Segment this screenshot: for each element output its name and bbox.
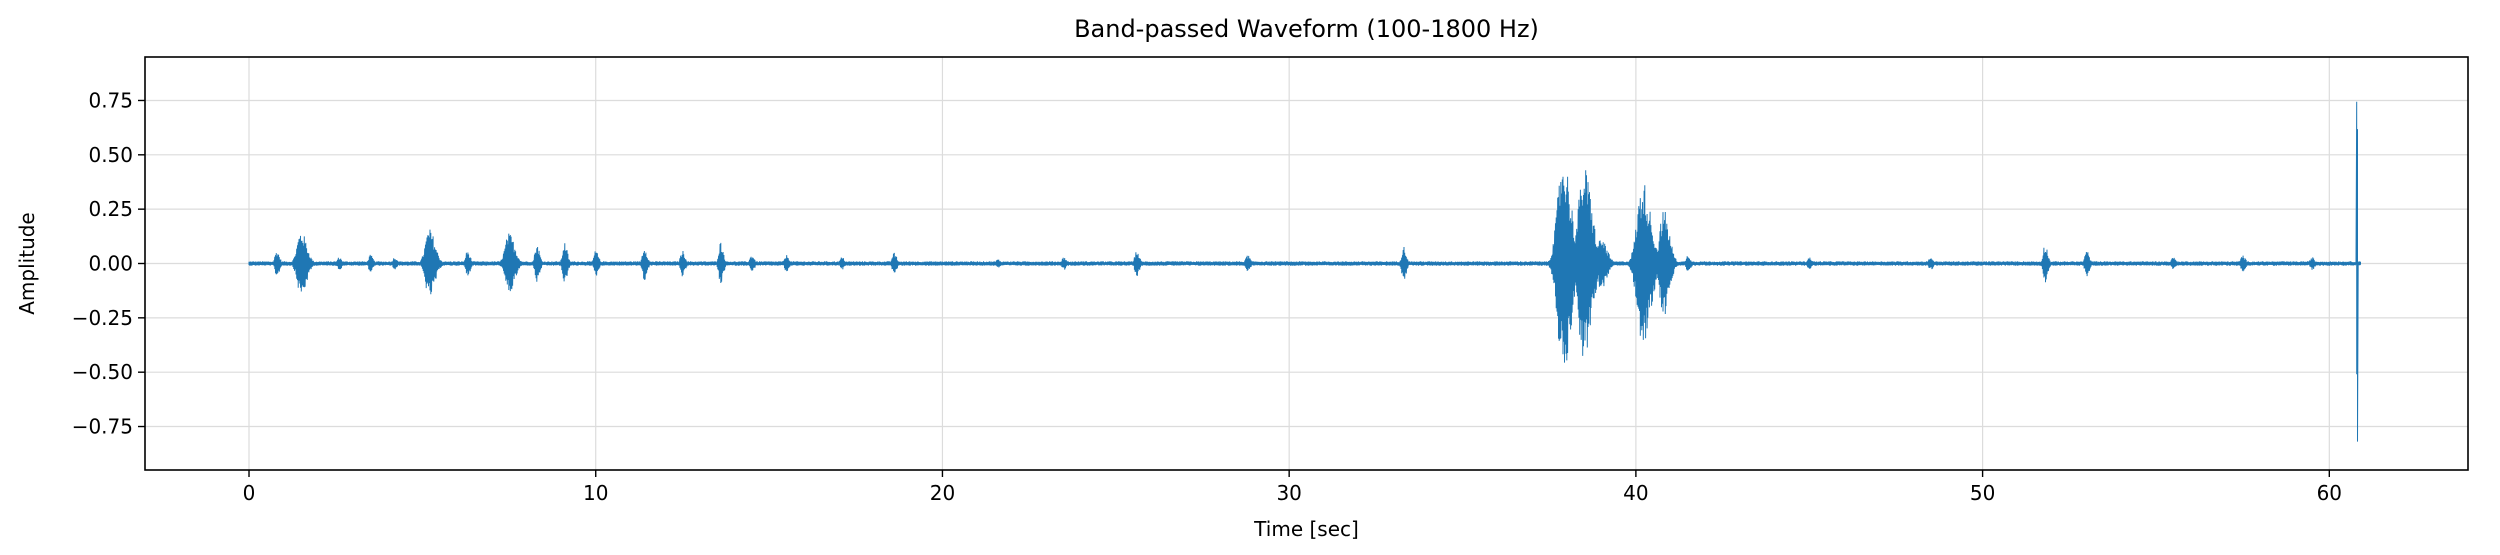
waveform-line (248, 101, 2361, 442)
x-tick-label: 30 (1276, 481, 1301, 505)
y-tick-label: −0.25 (72, 306, 133, 330)
chart-title: Band-passed Waveform (100-1800 Hz) (1074, 15, 1539, 43)
waveform-series (248, 101, 2361, 442)
x-tick-label: 0 (243, 481, 256, 505)
x-axis-label: Time [sec] (1253, 517, 1359, 541)
x-tick-label: 60 (2317, 481, 2342, 505)
x-axis: 0 10 20 30 40 50 60 (243, 470, 2342, 505)
y-tick-label: −0.75 (72, 415, 133, 439)
x-tick-label: 40 (1623, 481, 1648, 505)
x-tick-label: 10 (583, 481, 608, 505)
y-tick-label: 0.25 (88, 197, 133, 221)
y-tick-label: −0.50 (72, 360, 133, 384)
y-axis: 0.75 0.50 0.25 0.00 −0.25 −0.50 −0.75 (72, 88, 145, 439)
y-tick-label: 0.00 (88, 252, 133, 276)
y-axis-label: Amplitude (15, 212, 39, 315)
y-tick-label: 0.50 (88, 143, 133, 167)
x-tick-label: 20 (930, 481, 955, 505)
y-tick-label: 0.75 (88, 88, 133, 112)
x-tick-label: 50 (1970, 481, 1995, 505)
